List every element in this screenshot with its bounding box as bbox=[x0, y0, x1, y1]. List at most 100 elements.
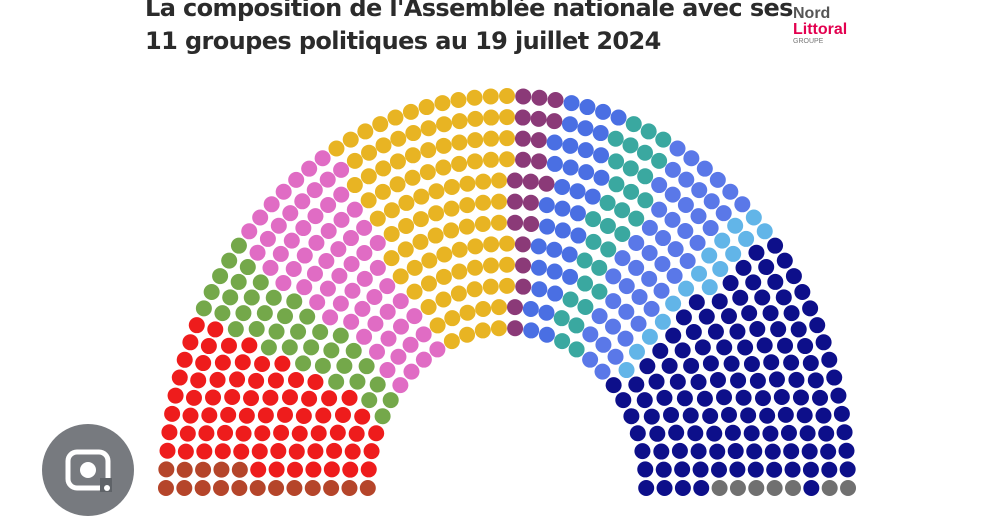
seat bbox=[758, 259, 775, 276]
seat bbox=[767, 273, 784, 290]
seat bbox=[344, 443, 361, 460]
seat bbox=[538, 175, 555, 192]
seat bbox=[631, 288, 648, 305]
seat bbox=[622, 137, 639, 154]
seat bbox=[176, 351, 193, 368]
seat bbox=[179, 425, 196, 442]
seat bbox=[418, 99, 435, 116]
seat bbox=[691, 182, 708, 199]
seat bbox=[595, 336, 612, 353]
seat bbox=[577, 299, 594, 316]
seat bbox=[176, 480, 193, 496]
seat bbox=[490, 214, 507, 231]
seat bbox=[499, 88, 515, 104]
seat bbox=[379, 362, 396, 379]
seat bbox=[450, 91, 467, 108]
seat bbox=[649, 425, 666, 442]
seat bbox=[490, 320, 507, 337]
seat bbox=[233, 443, 250, 460]
party-group bbox=[605, 237, 856, 496]
seat bbox=[783, 443, 800, 460]
seat bbox=[415, 351, 432, 368]
seat bbox=[286, 293, 303, 310]
seat bbox=[231, 461, 248, 478]
seat bbox=[443, 178, 460, 195]
seat bbox=[241, 337, 258, 354]
seat bbox=[514, 109, 531, 126]
seat bbox=[671, 442, 688, 459]
seat bbox=[716, 339, 733, 356]
seat bbox=[272, 245, 289, 262]
seat bbox=[209, 371, 226, 388]
seat bbox=[319, 171, 336, 188]
seat bbox=[288, 372, 305, 389]
seat bbox=[420, 142, 437, 159]
seat bbox=[678, 171, 695, 188]
seat bbox=[213, 480, 230, 496]
seat bbox=[475, 300, 492, 317]
seat bbox=[723, 355, 740, 372]
seat bbox=[784, 480, 801, 496]
seat bbox=[722, 275, 739, 292]
seat bbox=[369, 234, 386, 251]
seat bbox=[315, 407, 332, 424]
seat bbox=[591, 259, 608, 276]
seat bbox=[776, 252, 793, 269]
seat bbox=[466, 153, 483, 170]
seat bbox=[637, 192, 654, 209]
seat bbox=[333, 186, 350, 203]
seat bbox=[341, 389, 358, 406]
seat bbox=[220, 406, 237, 423]
seat bbox=[356, 219, 373, 236]
seat bbox=[607, 348, 624, 365]
seat bbox=[286, 461, 303, 478]
seat bbox=[522, 173, 539, 190]
seat bbox=[783, 305, 800, 322]
seat bbox=[634, 443, 651, 460]
seat bbox=[582, 326, 599, 343]
seat bbox=[491, 299, 508, 316]
seat bbox=[745, 209, 762, 226]
seat bbox=[749, 320, 766, 337]
seat bbox=[507, 320, 524, 337]
party-group bbox=[618, 209, 773, 379]
seat bbox=[420, 299, 437, 316]
seat bbox=[809, 317, 826, 334]
seat bbox=[361, 392, 378, 409]
seat bbox=[554, 200, 571, 217]
seat bbox=[665, 327, 682, 344]
seat bbox=[654, 255, 671, 272]
seat bbox=[749, 372, 766, 389]
seat bbox=[715, 205, 732, 222]
seat bbox=[562, 291, 579, 308]
seat bbox=[594, 363, 611, 380]
seat bbox=[314, 357, 331, 374]
seat bbox=[220, 337, 237, 354]
seat bbox=[547, 91, 564, 108]
seat bbox=[780, 424, 797, 441]
seat bbox=[669, 373, 686, 390]
seat bbox=[815, 334, 832, 351]
seat bbox=[615, 392, 632, 409]
seat bbox=[790, 321, 807, 338]
seat bbox=[475, 194, 492, 211]
seat bbox=[608, 176, 625, 193]
seat bbox=[260, 339, 277, 356]
logo-line: GROUPE bbox=[793, 38, 824, 45]
seat bbox=[380, 330, 397, 347]
seat bbox=[252, 274, 269, 291]
seat bbox=[474, 322, 491, 339]
seat bbox=[263, 196, 280, 213]
seat bbox=[693, 480, 710, 496]
seat bbox=[709, 443, 726, 460]
seat bbox=[342, 131, 359, 148]
seat bbox=[683, 150, 700, 167]
seat bbox=[285, 260, 302, 277]
seat bbox=[466, 281, 483, 298]
seat bbox=[593, 147, 610, 164]
seat bbox=[295, 407, 312, 424]
seat bbox=[773, 388, 790, 405]
seat bbox=[214, 354, 231, 371]
seat bbox=[275, 275, 292, 292]
seat bbox=[231, 480, 248, 496]
